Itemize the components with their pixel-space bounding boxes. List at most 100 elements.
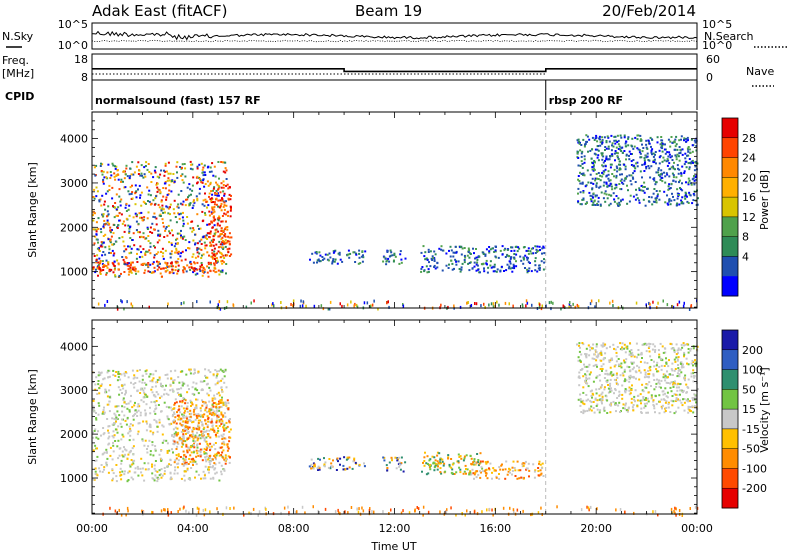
scatter-point [610, 357, 613, 360]
scatter-point [480, 263, 483, 266]
scatter-point [684, 157, 687, 160]
scatter-point [214, 255, 217, 258]
scatter-point [583, 365, 586, 368]
scatter-point [588, 363, 591, 366]
near-range-point [619, 508, 622, 511]
near-range-point [373, 510, 375, 514]
scatter-point [582, 412, 585, 415]
scatter-point [666, 391, 669, 394]
scatter-point [420, 270, 423, 273]
scatter-point [203, 474, 206, 477]
near-range-point [562, 304, 564, 308]
scatter-point [146, 395, 149, 398]
scatter-point [684, 152, 687, 155]
scatter-point [619, 188, 622, 190]
scatter-point [354, 461, 357, 464]
scatter-point [194, 476, 196, 479]
scatter-point [185, 415, 188, 418]
scatter-point [452, 255, 455, 258]
scatter-point [584, 379, 586, 382]
scatter-point [226, 226, 229, 228]
scatter-point [155, 253, 158, 255]
scatter-point [99, 260, 102, 262]
scatter-point [101, 245, 104, 248]
scatter-point [112, 444, 115, 447]
scatter-point [677, 172, 680, 175]
scatter-point [638, 189, 641, 192]
beam-title: Beam 19 [355, 2, 422, 20]
scatter-point [658, 379, 660, 382]
scatter-point [593, 358, 596, 360]
scatter-point [129, 237, 132, 239]
scatter-point [175, 448, 178, 450]
scatter-point [109, 226, 112, 229]
scatter-point [528, 469, 531, 472]
scatter-point [174, 441, 177, 444]
scatter-point [664, 387, 667, 390]
scatter-point [323, 257, 326, 260]
scatter-point [176, 388, 179, 391]
scatter-point [187, 418, 190, 421]
scatter-point [175, 165, 178, 168]
scatter-point [609, 182, 612, 185]
scatter-point [337, 460, 339, 463]
scatter-point [673, 380, 676, 383]
scatter-point [153, 270, 156, 273]
scatter-point [615, 403, 618, 406]
scatter-point [203, 380, 206, 383]
scatter-point [140, 164, 143, 167]
scatter-point [674, 368, 677, 370]
scatter-point [96, 190, 99, 193]
scatter-point [97, 263, 100, 266]
scatter-point [112, 369, 115, 372]
scatter-point [132, 377, 135, 380]
scatter-point [99, 470, 101, 473]
scatter-point [609, 166, 612, 169]
near-range-point [635, 301, 638, 305]
scatter-point [612, 374, 615, 376]
scatter-point [121, 236, 124, 239]
scatter-point [451, 268, 454, 271]
scatter-point [215, 181, 217, 184]
scatter-point [192, 176, 195, 179]
scatter-point [226, 399, 229, 402]
scatter-point [98, 250, 101, 252]
scatter-point [592, 201, 595, 204]
scatter-point [344, 468, 347, 471]
scatter-point [93, 255, 96, 257]
scatter-point [103, 413, 106, 415]
scatter-point [652, 200, 655, 203]
scatter-point [133, 414, 135, 417]
scatter-point [615, 381, 618, 384]
scatter-point [125, 423, 128, 426]
scatter-point [594, 153, 597, 156]
scatter-point [157, 234, 160, 237]
scatter-point [224, 235, 227, 238]
scatter-point [605, 147, 608, 150]
scatter-point [621, 342, 624, 345]
scatter-point [129, 423, 132, 425]
scatter-point [357, 262, 360, 265]
scatter-point [113, 265, 116, 267]
scatter-point [484, 254, 487, 257]
scatter-point [654, 350, 656, 353]
scatter-point [664, 351, 667, 354]
scatter-point [670, 368, 673, 371]
scatter-point [220, 464, 223, 467]
scatter-point [207, 435, 210, 438]
scatter-point [528, 262, 531, 264]
scatter-point [685, 383, 688, 386]
scatter-point [432, 257, 435, 259]
scatter-point [670, 182, 673, 185]
near-range-point [611, 299, 614, 303]
scatter-point [530, 247, 533, 250]
scatter-point [110, 174, 113, 177]
scatter-point [316, 259, 319, 262]
scatter-point [216, 252, 218, 255]
scatter-point [516, 250, 519, 253]
scatter-point [677, 406, 680, 409]
scatter-point [596, 204, 599, 206]
scatter-point [640, 156, 643, 159]
scatter-point [136, 252, 138, 255]
scatter-point [97, 383, 100, 386]
